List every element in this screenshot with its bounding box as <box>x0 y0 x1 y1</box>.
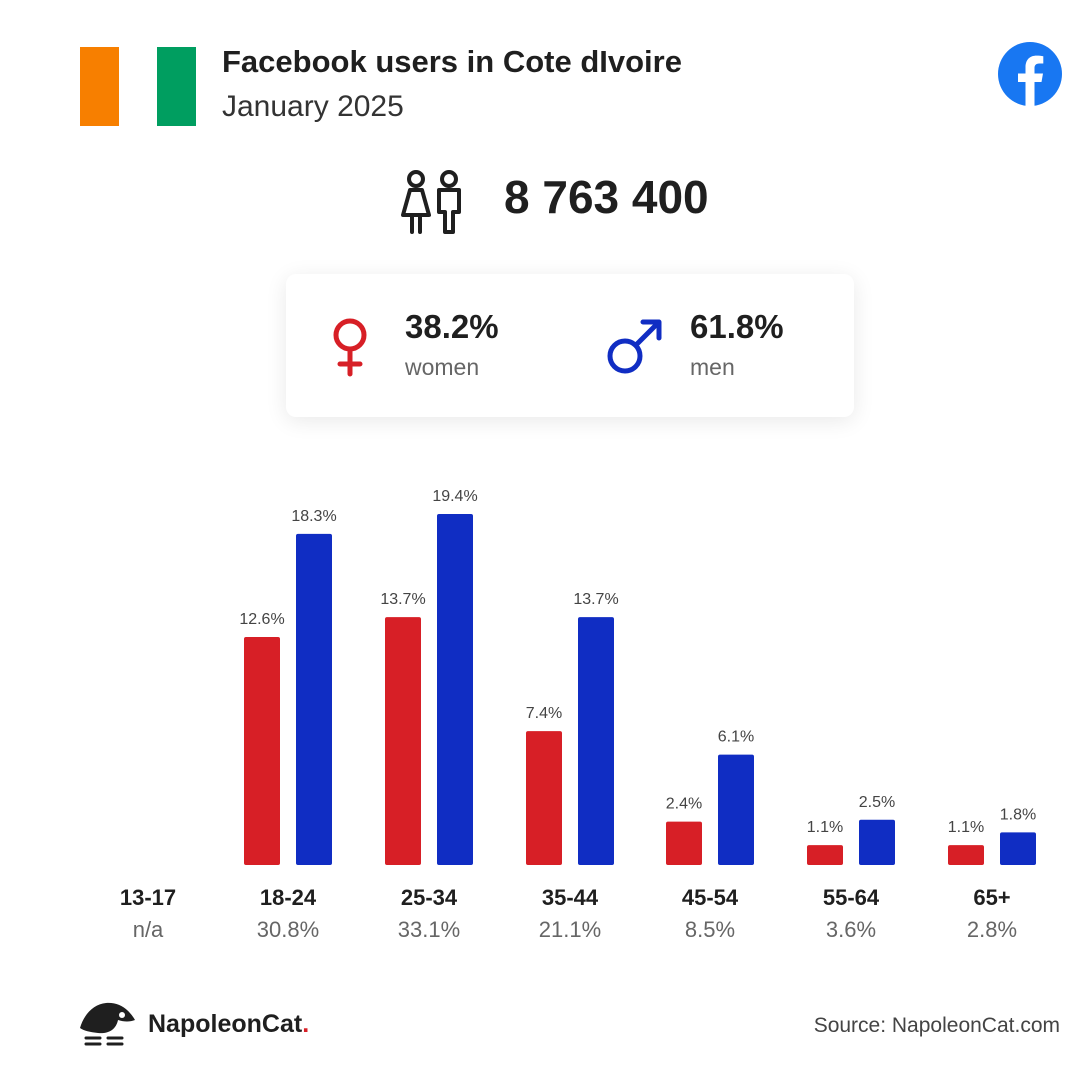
data-label-men-25-34: 19.4% <box>432 488 477 505</box>
people-icon <box>401 170 461 234</box>
data-label-women-18-24: 12.6% <box>239 611 284 628</box>
napoleoncat-logo-icon <box>80 1002 135 1046</box>
total-users-value: 8 763 400 <box>504 171 709 223</box>
data-label-men-65+: 1.8% <box>1000 806 1036 823</box>
bar-men-45-54 <box>718 754 754 865</box>
data-label-women-25-34: 13.7% <box>380 591 425 608</box>
men-label: men <box>690 354 735 380</box>
male-icon <box>607 319 662 374</box>
flag-stripe-green <box>157 47 197 126</box>
bar-men-25-34 <box>437 514 473 865</box>
age-group-share-18-24: 30.8% <box>256 917 320 942</box>
bar-women-25-34 <box>385 617 421 865</box>
women-percent: 38.2% <box>405 308 499 345</box>
data-label-men-45-54: 6.1% <box>718 729 754 746</box>
data-label-women-45-54: 2.4% <box>666 796 702 813</box>
facebook-logo-icon <box>998 42 1062 106</box>
bar-men-55-64 <box>859 819 895 865</box>
country-flag <box>80 47 197 126</box>
age-group-label-45-54: 45-54 <box>681 885 739 910</box>
bar-women-18-24 <box>244 637 280 865</box>
age-group-label-65+: 65+ <box>973 885 1011 910</box>
age-group-share-65+: 2.8% <box>966 917 1018 942</box>
age-group-label-18-24: 18-24 <box>259 885 317 910</box>
flag-stripe-orange <box>80 47 119 126</box>
age-gender-bar-chart: 12.6% 18.3% 13.7% 19.4% 7.4% 13.7% 2.4% 6.1% 1.1… <box>239 488 1036 865</box>
data-label-men-35-44: 13.7% <box>573 591 618 608</box>
female-icon <box>333 318 367 377</box>
brand-name: NapoleonCat. <box>148 1010 309 1039</box>
brand-name-text: NapoleonCat <box>148 1010 303 1038</box>
bar-women-45-54 <box>666 821 702 865</box>
age-group-label-55-64: 55-64 <box>822 885 880 910</box>
data-label-women-55-64: 1.1% <box>807 819 843 836</box>
age-group-share-55-64: 3.6% <box>825 917 877 942</box>
age-group-share-13-17: n/a <box>132 917 164 942</box>
flag-stripe-white <box>118 47 158 126</box>
bar-men-35-44 <box>578 617 614 865</box>
age-group-share-35-44: 21.1% <box>538 917 602 942</box>
gender-split-card <box>286 274 854 417</box>
page-title: Facebook users in Cote dIvoire <box>222 44 682 79</box>
men-percent: 61.8% <box>690 308 784 345</box>
bar-men-18-24 <box>296 533 332 865</box>
source-text: Source: NapoleonCat.com <box>813 1014 1060 1037</box>
age-group-label-25-34: 25-34 <box>400 885 458 910</box>
data-label-women-35-44: 7.4% <box>526 705 562 722</box>
age-group-label-13-17: 13-17 <box>119 885 177 910</box>
age-group-label-35-44: 35-44 <box>541 885 599 910</box>
page-subtitle: January 2025 <box>222 90 404 123</box>
women-label: women <box>405 354 480 380</box>
bar-women-65+ <box>948 845 984 865</box>
brand-dot: . <box>302 1010 310 1038</box>
bar-men-65+ <box>1000 832 1036 865</box>
age-group-share-25-34: 33.1% <box>397 917 461 942</box>
data-label-men-18-24: 18.3% <box>291 508 336 525</box>
age-group-share-45-54: 8.5% <box>684 917 736 942</box>
data-label-men-55-64: 2.5% <box>859 794 895 811</box>
bar-women-55-64 <box>807 845 843 865</box>
data-label-women-65+: 1.1% <box>948 819 984 836</box>
bar-women-35-44 <box>526 731 562 865</box>
